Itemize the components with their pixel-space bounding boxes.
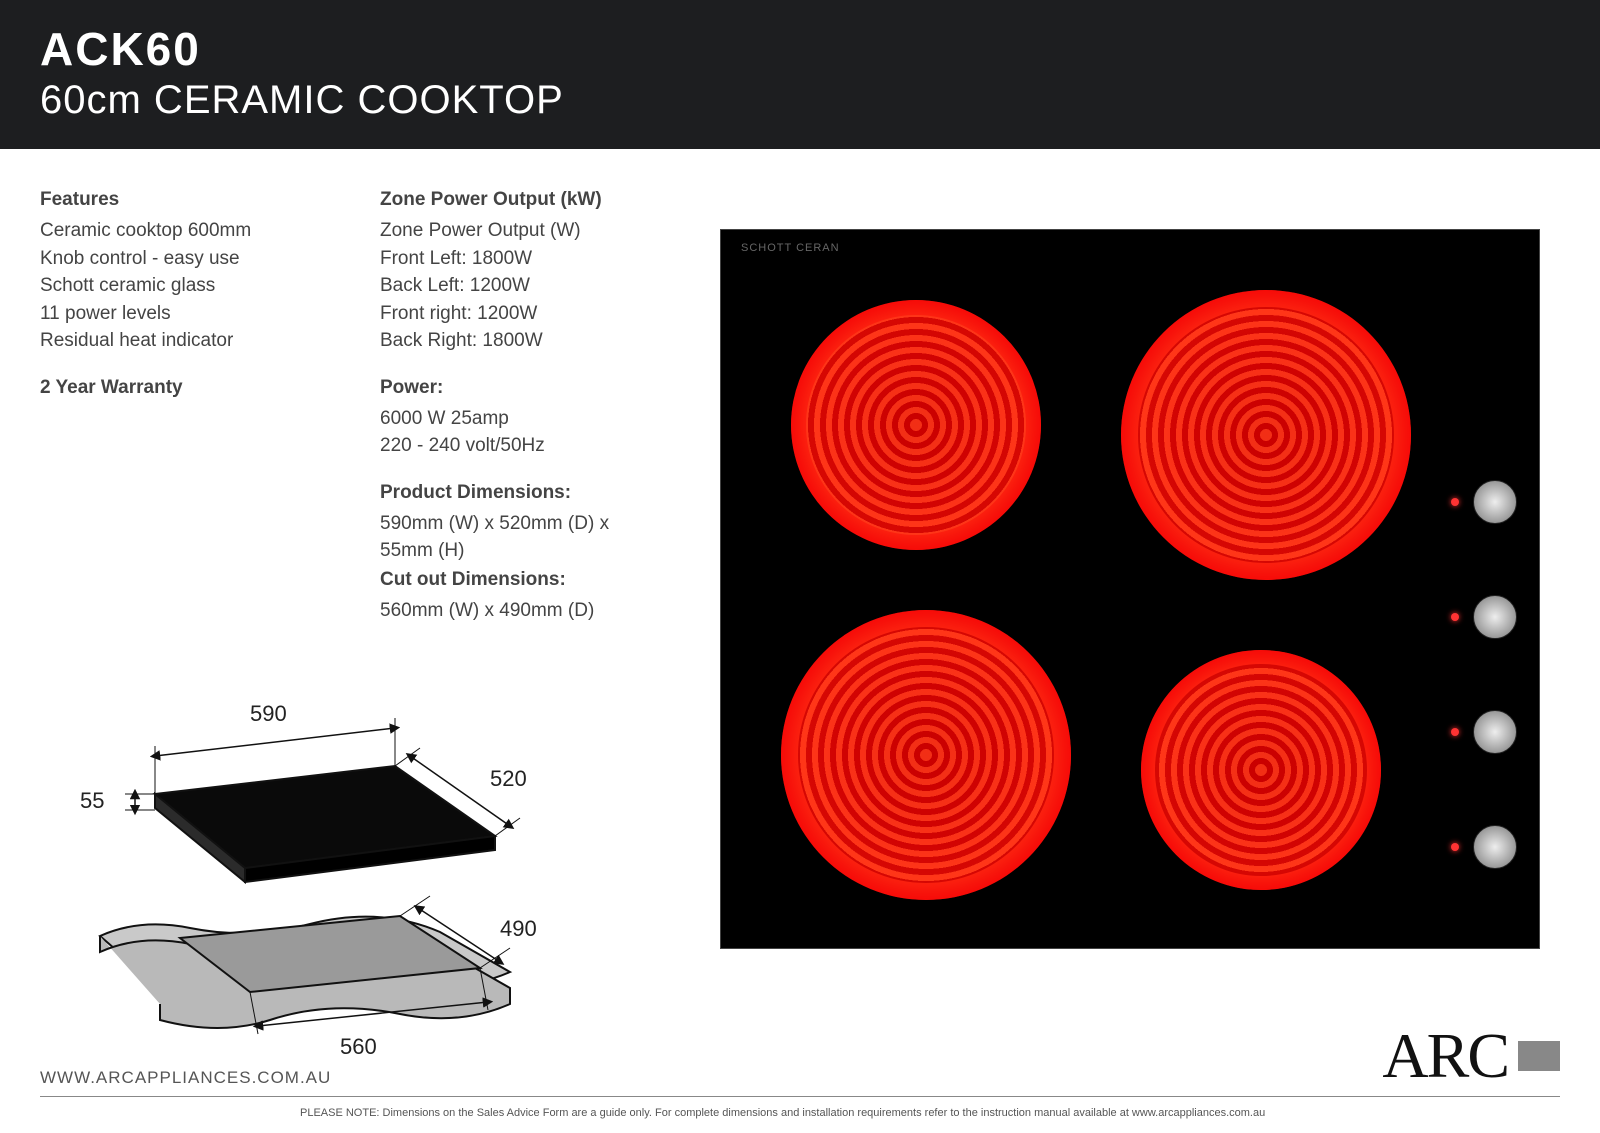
control-knob-4 [1473, 825, 1517, 869]
dim-cut-w: 560 [340, 1034, 377, 1059]
features-list: Ceramic cooktop 600mm Knob control - eas… [40, 217, 320, 355]
burner-4 [1141, 650, 1381, 890]
model-code: ACK60 [40, 22, 1560, 76]
burner-3 [781, 610, 1071, 900]
pdim-heading: Product Dimensions: [380, 482, 660, 504]
warranty-heading: 2 Year Warranty [40, 377, 320, 399]
zone-bl: Back Left: 1200W [380, 272, 660, 300]
zone-fr: Front right: 1200W [380, 300, 660, 328]
cdim-val: 560mm (W) x 490mm (D) [380, 597, 660, 625]
power-l2: 220 - 240 volt/50Hz [380, 432, 660, 460]
footer: WWW.ARCAPPLIANCES.COM.AU PLEASE NOTE: Di… [0, 1068, 1600, 1133]
indicator-led-2 [1451, 613, 1459, 621]
burner-2 [1121, 290, 1411, 580]
dimension-diagram: 590 520 55 490 560 [40, 686, 560, 1066]
burner-1 [791, 300, 1041, 550]
dim-cut-d: 490 [500, 916, 537, 941]
dim-h: 55 [80, 788, 104, 813]
product-photo: SCHOTT CERAN [720, 229, 1540, 949]
footer-url: WWW.ARCAPPLIANCES.COM.AU [40, 1068, 1560, 1088]
power-l1: 6000 W 25amp [380, 405, 660, 433]
control-knob-1 [1473, 480, 1517, 524]
zone-fl: Front Left: 1800W [380, 245, 660, 273]
zone-sub: Zone Power Output (W) [380, 217, 660, 245]
header-banner: ACK60 60cm CERAMIC COOKTOP [0, 0, 1600, 149]
indicator-led-3 [1451, 728, 1459, 736]
control-knob-3 [1473, 710, 1517, 754]
dim-w: 590 [250, 701, 287, 726]
footer-note: PLEASE NOTE: Dimensions on the Sales Adv… [40, 1107, 1560, 1119]
indicator-led-1 [1451, 498, 1459, 506]
indicator-led-4 [1451, 843, 1459, 851]
dim-d: 520 [490, 766, 527, 791]
specs-column: Zone Power Output (kW) Zone Power Output… [380, 189, 660, 646]
features-column: Features Ceramic cooktop 600mm Knob cont… [40, 189, 320, 646]
zone-br: Back Right: 1800W [380, 327, 660, 355]
power-heading: Power: [380, 377, 660, 399]
product-subtitle: 60cm CERAMIC COOKTOP [40, 78, 1560, 123]
cdim-heading: Cut out Dimensions: [380, 569, 660, 591]
logo-bar-icon [1518, 1041, 1560, 1071]
glass-brand-label: SCHOTT CERAN [741, 242, 840, 254]
features-heading: Features [40, 189, 320, 211]
pdim-val: 590mm (W) x 520mm (D) x 55mm (H) [380, 510, 660, 565]
zone-heading: Zone Power Output (kW) [380, 189, 660, 211]
control-knob-2 [1473, 595, 1517, 639]
